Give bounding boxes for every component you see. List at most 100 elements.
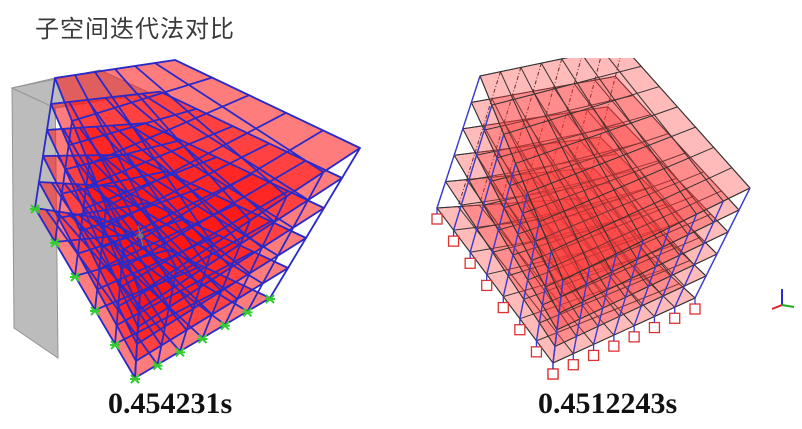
- beam-line: [38, 181, 137, 362]
- beam-line: [86, 99, 208, 267]
- beam-line: [484, 94, 634, 131]
- pin-support-icon: [514, 324, 526, 336]
- beam-line: [34, 207, 136, 379]
- beam-line: [71, 76, 213, 122]
- beam-line: [542, 200, 655, 317]
- page-title: 子空间迭代法对比: [35, 15, 235, 43]
- beam-line: [536, 283, 680, 342]
- pin-support-icon: [608, 340, 620, 352]
- fixed-support-icon: [152, 360, 163, 371]
- beam-line: [561, 58, 671, 228]
- beam-line: [573, 83, 689, 236]
- beam-line: [120, 159, 307, 270]
- beam-line: [483, 125, 584, 302]
- beam-line: [552, 297, 696, 364]
- column-line: [613, 240, 644, 336]
- beam-line: [558, 142, 672, 276]
- pin-support-icon: [530, 346, 543, 358]
- beam-line: [54, 233, 135, 243]
- center-marker: [134, 225, 144, 247]
- beam-line: [522, 152, 687, 214]
- beam-line: [527, 126, 696, 194]
- beam-line: [547, 190, 722, 270]
- column-line: [34, 77, 56, 209]
- dashed-column: [499, 63, 542, 204]
- fixed-support-icon: [130, 374, 140, 384]
- analysis-time-right: 0.4512243s: [538, 387, 678, 420]
- beam-line: [607, 106, 729, 233]
- dashed-column: [584, 58, 621, 199]
- dashed-column: [457, 71, 501, 207]
- pin-support-icon: [547, 368, 559, 380]
- column-line: [674, 200, 724, 308]
- beam-line: [46, 129, 139, 328]
- beam-line: [466, 179, 577, 337]
- pin-support-icon: [648, 321, 661, 334]
- beam-line: [454, 136, 601, 156]
- fixed-support-icon: [242, 307, 253, 318]
- fixed-support-icon: [90, 306, 100, 316]
- dashed-column: [478, 67, 522, 206]
- beam-line: [578, 139, 695, 266]
- beam-line: [470, 102, 562, 297]
- supports-right: [431, 208, 701, 380]
- column-line: [694, 187, 751, 299]
- beam-line: [535, 171, 704, 242]
- beam-line: [42, 155, 138, 345]
- dashed-column: [542, 58, 582, 201]
- pin-support-icon: [481, 279, 493, 292]
- beam-line: [558, 231, 729, 314]
- beam-line: [583, 58, 697, 215]
- beam-line: [539, 146, 714, 223]
- column-line: [436, 75, 481, 209]
- column-line: [633, 227, 671, 327]
- beam-line: [78, 127, 201, 288]
- beam-line: [50, 103, 140, 311]
- beam-line: [490, 142, 643, 182]
- column-line: [552, 279, 564, 364]
- column-line: [592, 253, 618, 345]
- beam-line: [524, 119, 632, 279]
- beam-line: [584, 197, 696, 299]
- beam-line: [457, 206, 574, 355]
- beam-line: [54, 59, 176, 79]
- column-line: [486, 163, 517, 275]
- beam-line: [527, 220, 684, 281]
- beam-line: [499, 71, 591, 268]
- column-line: [469, 134, 505, 253]
- beam-line: [141, 92, 309, 201]
- fixed-support-icon: [265, 294, 275, 304]
- beam-line: [101, 184, 264, 285]
- beam-line: [571, 169, 685, 287]
- pin-support-icon: [567, 359, 579, 371]
- beam-line: [85, 125, 234, 188]
- beam-line: [521, 201, 635, 327]
- beam-line: [503, 122, 608, 291]
- column-line: [179, 244, 215, 352]
- pin-support-icon: [669, 312, 681, 324]
- beam-line: [556, 253, 718, 331]
- fixed-support-icon: [220, 320, 230, 331]
- pin-support-icon: [587, 349, 600, 362]
- fixed-support-icon: [50, 238, 60, 248]
- beam-line: [562, 187, 751, 281]
- column-line: [74, 163, 90, 277]
- beam-line: [540, 62, 644, 241]
- beam-line: [74, 74, 178, 270]
- beam-line: [117, 220, 272, 308]
- beam-line: [122, 129, 324, 251]
- beam-line: [76, 183, 213, 316]
- column-line: [269, 147, 361, 299]
- beam-line: [104, 97, 242, 245]
- frame-lines-left: [34, 59, 361, 379]
- pin-support-icon: [689, 303, 701, 315]
- beam-line: [64, 139, 182, 171]
- beam-line: [486, 240, 633, 275]
- beam-line: [633, 58, 751, 189]
- beam-line: [496, 114, 651, 159]
- column-line: [134, 292, 141, 379]
- beam-line: [503, 254, 648, 298]
- beam-line: [503, 86, 660, 135]
- beam-line: [105, 112, 287, 208]
- beam-line: [498, 186, 651, 231]
